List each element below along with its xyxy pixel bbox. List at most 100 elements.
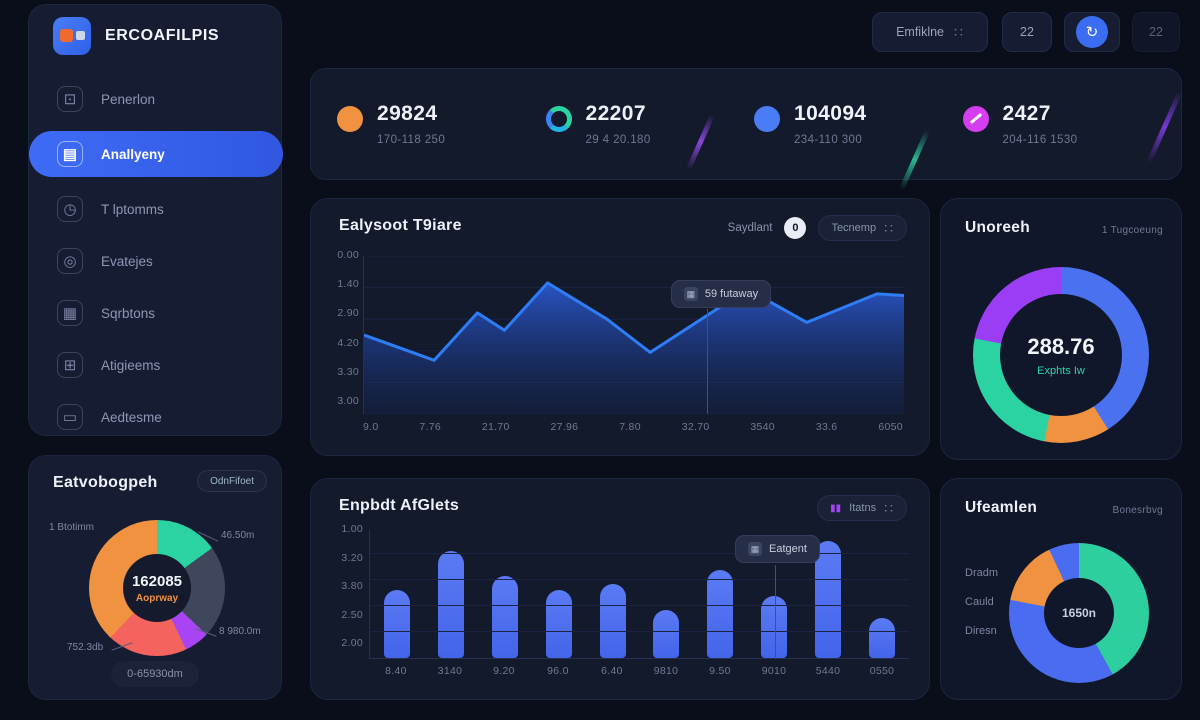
folder-icon: ⊡ bbox=[57, 86, 83, 112]
sync-button[interactable]: ↻ bbox=[1064, 12, 1120, 52]
callout-top-left: 1 Btotimm bbox=[49, 522, 95, 533]
gridline bbox=[370, 631, 909, 632]
bar-plot: ▦ Eatgent bbox=[369, 529, 909, 659]
sidebar-item-label: T lptomms bbox=[101, 201, 164, 217]
kpi-subtitle: 234-110 300 bbox=[794, 134, 863, 146]
donut-center: 288.76 Exphts Iw bbox=[1000, 294, 1122, 416]
bar-slot bbox=[747, 596, 801, 658]
kpi-subtitle: 170-118 250 bbox=[377, 134, 446, 146]
area-y-axis: 0.00 1.40 2.90 4.20 3.30 3.00 bbox=[325, 249, 359, 407]
sidebar: ERCOAFILPIS ⊡ Penerlon ▤ Anallyeny ◷ T lptomm… bbox=[28, 4, 283, 436]
clock-icon: ◷ bbox=[57, 196, 83, 222]
x-tick: 5440 bbox=[815, 665, 841, 677]
x-tick: 7.76 bbox=[419, 421, 442, 433]
unoreeh-donut-card: Unoreeh 1 Tugcoeung 288.76 Exphts Iw bbox=[940, 198, 1182, 460]
sidebar-item-sqrbtons[interactable]: ▦ Sqrbtons bbox=[57, 296, 283, 330]
y-tick: 2.50 bbox=[341, 608, 363, 621]
gridline bbox=[370, 605, 909, 606]
x-tick: 8.40 bbox=[385, 665, 407, 677]
breakdown-footer-pill[interactable]: 0-65930dm bbox=[111, 661, 199, 687]
x-tick: 3540 bbox=[750, 421, 775, 433]
bar-9[interactable] bbox=[869, 618, 896, 658]
sidebar-item-anallyeny[interactable]: ▤ Anallyeny bbox=[29, 131, 283, 177]
tooltip-icon: ▦ bbox=[748, 542, 762, 556]
area-x-axis: 9.0 7.76 21.70 27.96 7.80 32.70 3540 33.6 6050 bbox=[363, 421, 903, 433]
callout-top-right: 46.50m bbox=[221, 530, 255, 541]
bar-y-axis: 1.00 3.20 3.80 2.50 2.00 bbox=[329, 523, 363, 649]
range-dropdown[interactable]: Tecnemp ∷ bbox=[818, 215, 907, 241]
kpi-summary-card: 29824 170-118 250 22207 29 4 20.180 104094 23… bbox=[310, 68, 1182, 180]
bar-5[interactable] bbox=[653, 610, 680, 658]
apps-grid-icon: ⊞ bbox=[57, 352, 83, 378]
bar-4[interactable] bbox=[599, 584, 626, 658]
area-plot: ▦ 59 futaway bbox=[363, 255, 905, 415]
y-tick: 2.00 bbox=[341, 637, 363, 649]
kpi-2: 104094 234-110 300 bbox=[754, 102, 963, 146]
kpi-value: 22207 bbox=[585, 102, 646, 125]
magenta-pen-icon bbox=[962, 106, 989, 132]
bar-8[interactable] bbox=[815, 541, 842, 658]
sidebar-item-evatejes[interactable]: ◎ Evatejes bbox=[57, 244, 283, 278]
x-tick: 21.70 bbox=[481, 421, 510, 433]
legend-label-2: Diresn bbox=[965, 625, 997, 637]
bar-7[interactable] bbox=[761, 596, 788, 658]
ufeamlen-title: Ufeamlen bbox=[965, 499, 1038, 516]
sidebar-item-penerlon[interactable]: ⊡ Penerlon bbox=[57, 82, 283, 116]
bar-3[interactable] bbox=[545, 590, 572, 658]
sidebar-item-aedtesme[interactable]: ▭ Aedtesme bbox=[57, 400, 283, 434]
bar-0[interactable] bbox=[383, 590, 410, 658]
x-tick: 6.40 bbox=[601, 665, 623, 677]
y-tick: 1.40 bbox=[337, 278, 359, 291]
kpi-value: 2427 bbox=[1002, 102, 1051, 125]
y-tick: 1.00 bbox=[341, 523, 363, 535]
grid-icon: ∷ bbox=[884, 499, 894, 516]
count-badge: 22 bbox=[1020, 25, 1034, 39]
app-logo: ERCOAFILPIS bbox=[53, 17, 219, 55]
count-button[interactable]: 22 bbox=[1002, 12, 1052, 52]
donut-center-label: Exphts Iw bbox=[1037, 364, 1085, 377]
area-series bbox=[363, 255, 905, 415]
bar-tooltip: ▦ Eatgent bbox=[735, 535, 820, 563]
x-tick: 27.96 bbox=[550, 421, 579, 433]
ufeamlen-subtitle: Bonesrbvg bbox=[1112, 505, 1163, 516]
kpi-1: 22207 29 4 20.180 bbox=[545, 102, 755, 146]
callout-bottom-right: 8 980.0m bbox=[219, 626, 261, 637]
callout-bottom-left: 752.3db bbox=[67, 642, 104, 653]
sidebar-item-label: Penerlon bbox=[101, 91, 156, 107]
y-tick: 0.00 bbox=[337, 249, 359, 261]
blue-dot-icon bbox=[754, 106, 780, 132]
kpi-0: 29824 170-118 250 bbox=[337, 102, 546, 146]
bar-2[interactable] bbox=[491, 576, 518, 658]
legend-label-0: Dradm bbox=[965, 567, 999, 579]
area-chart-title: Ealysoot T9iare bbox=[339, 217, 462, 234]
sidebar-item-t-lptomms[interactable]: ◷ T lptomms bbox=[57, 192, 283, 226]
x-tick: 33.6 bbox=[815, 421, 838, 433]
sidebar-item-atigieems[interactable]: ⊞ Atigieems bbox=[57, 348, 283, 382]
y-tick: 2.90 bbox=[337, 307, 359, 320]
logo-icon bbox=[53, 17, 91, 55]
unoreeh-title: Unoreeh bbox=[965, 219, 1030, 236]
x-tick: 9810 bbox=[653, 665, 679, 677]
bars-icon: ▮▮ bbox=[830, 502, 842, 514]
toggle-button[interactable]: 0 bbox=[784, 217, 807, 239]
ufeamlen-donut-card: Ufeamlen Bonesrbvg Dradm Cauld Diresn 1650… bbox=[940, 478, 1182, 700]
filter-button[interactable]: Emfiklne ∷ bbox=[872, 12, 988, 52]
area-tooltip: ▦ 59 futaway bbox=[670, 280, 772, 308]
bar-slot bbox=[855, 618, 909, 658]
bar-6[interactable] bbox=[707, 570, 734, 658]
x-tick: 9010 bbox=[761, 665, 787, 677]
x-tick: 0550 bbox=[869, 665, 895, 677]
count-button-2[interactable]: 22 bbox=[1132, 12, 1180, 52]
kpi-subtitle: 29 4 20.180 bbox=[585, 134, 651, 146]
breakdown-badge[interactable]: OdnFifoet bbox=[197, 470, 267, 492]
x-tick: 32.70 bbox=[681, 421, 710, 433]
kpi-subtitle: 204-116 1530 bbox=[1002, 134, 1078, 146]
analytics-icon: ▤ bbox=[57, 141, 83, 167]
unoreeh-subtitle: 1 Tugcoeung bbox=[1101, 225, 1163, 236]
bar-filter-dropdown[interactable]: ▮▮ Itatns ∷ bbox=[817, 495, 907, 521]
orange-dot-icon bbox=[337, 106, 363, 132]
y-tick: 3.00 bbox=[337, 394, 359, 407]
bar-1[interactable] bbox=[437, 551, 464, 658]
count-badge-2: 22 bbox=[1149, 25, 1163, 39]
